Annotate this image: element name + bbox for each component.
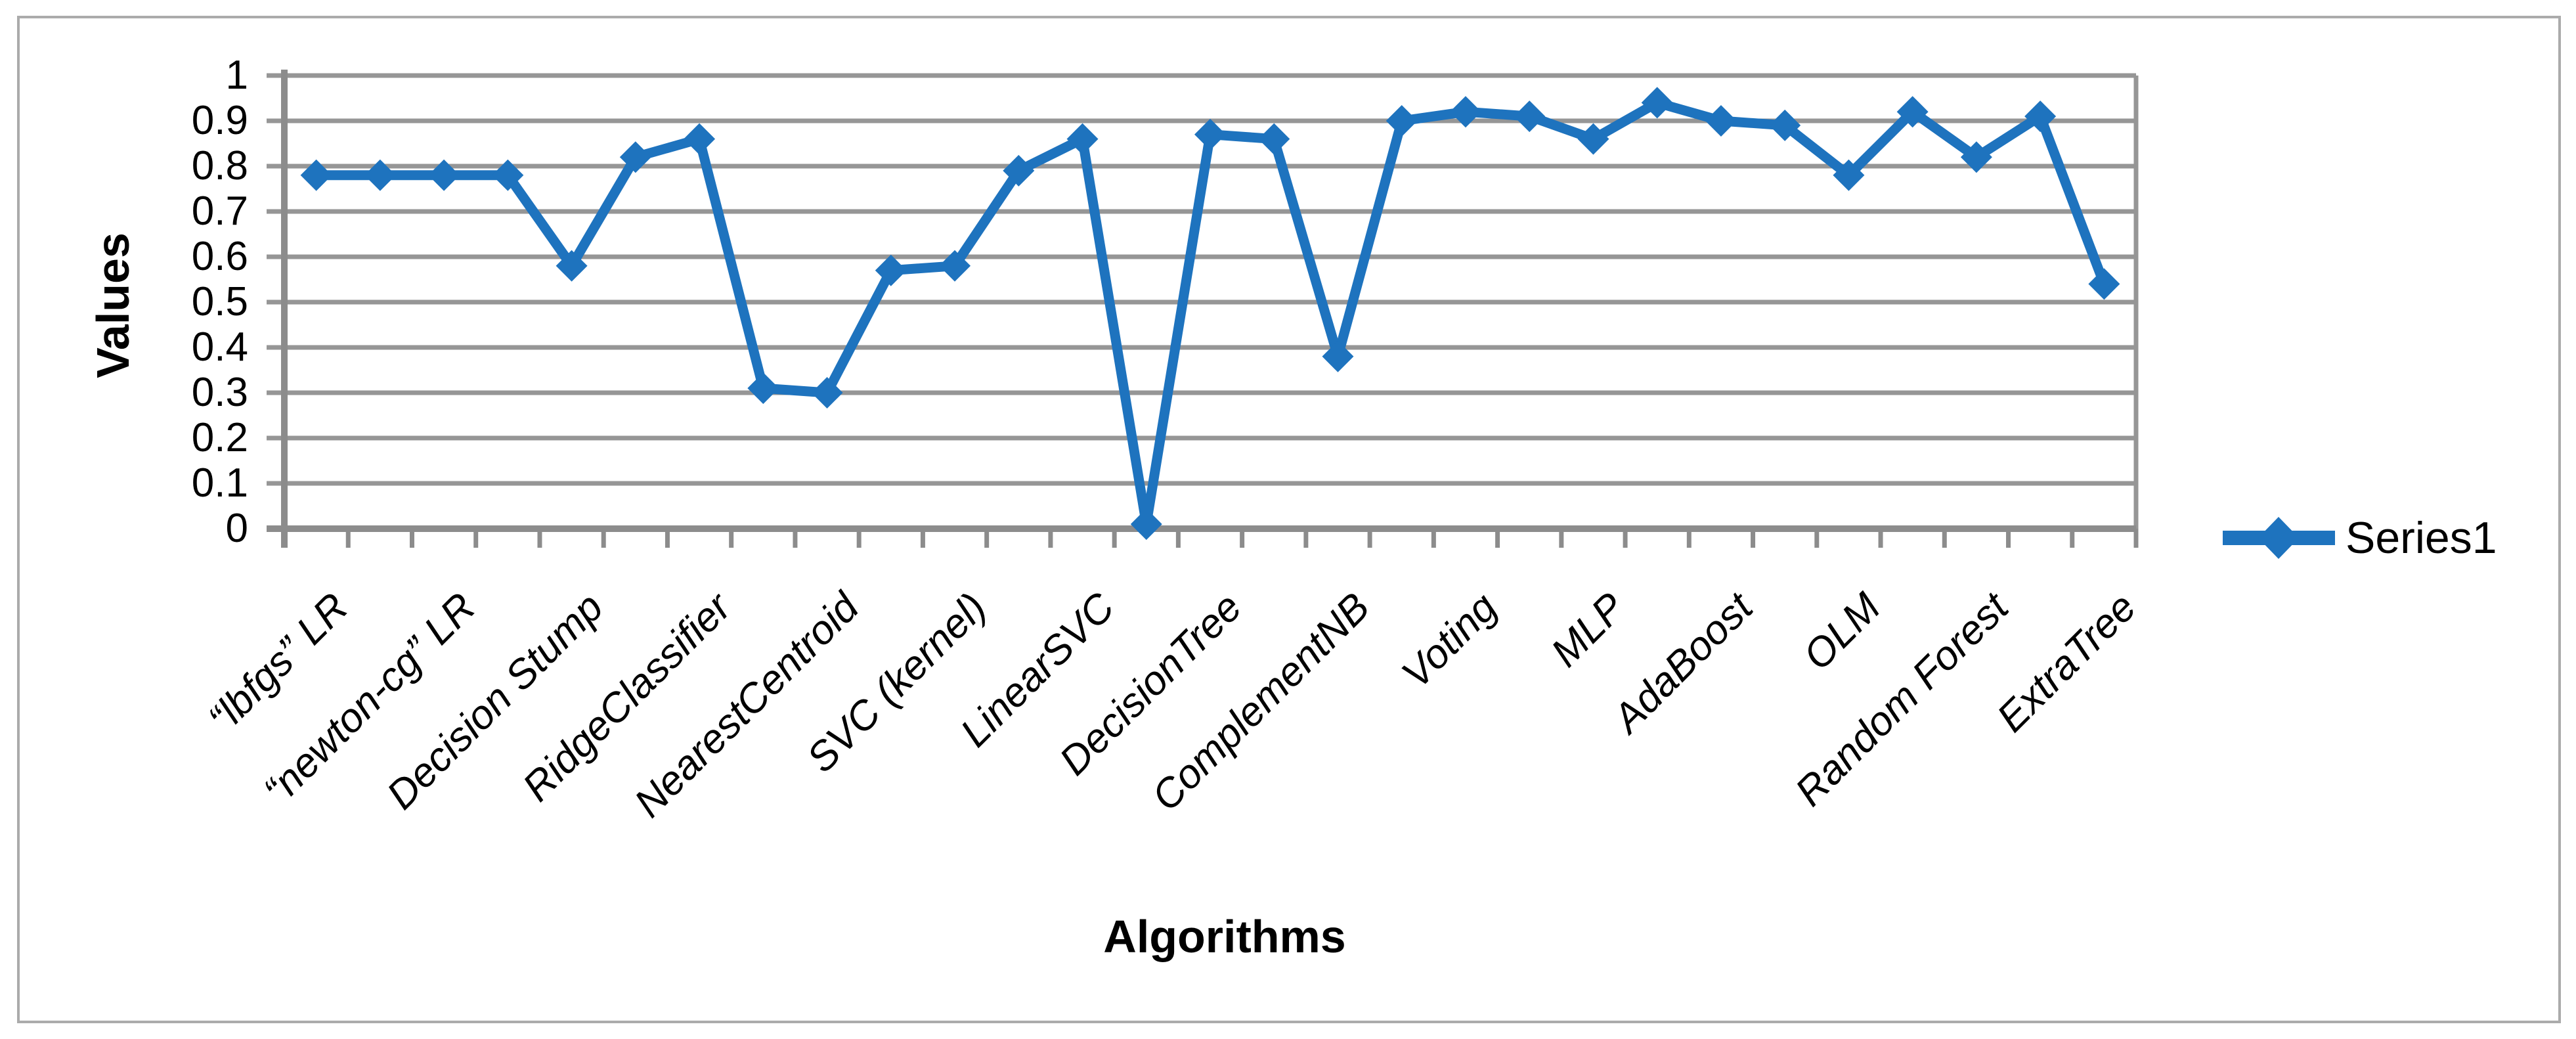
y-tick-label: 1 xyxy=(225,53,248,98)
data-point-marker xyxy=(1577,123,1609,155)
data-point-marker xyxy=(2024,100,2057,133)
y-tick-label: 0.1 xyxy=(191,460,248,506)
y-tick-label: 0.8 xyxy=(191,143,248,188)
y-tick-label: 0.6 xyxy=(191,234,248,279)
data-point-marker xyxy=(1896,96,1929,128)
y-tick-label: 0.5 xyxy=(191,279,248,324)
chart-outer-border xyxy=(17,16,2561,1023)
data-point-marker xyxy=(428,159,460,191)
data-point-marker xyxy=(300,159,332,191)
data-point-marker xyxy=(875,254,907,286)
data-point-marker xyxy=(1769,109,1801,141)
y-tick-label: 0.7 xyxy=(191,188,248,234)
legend: Series1 xyxy=(2221,510,2497,565)
y-tick-label: 0.9 xyxy=(191,98,248,143)
data-point-marker xyxy=(1449,96,1481,128)
y-tick-label: 0.4 xyxy=(191,324,248,370)
data-point-marker xyxy=(1322,340,1354,372)
y-axis-title: Values xyxy=(87,232,139,378)
data-point-marker xyxy=(1960,141,1992,173)
data-point-marker xyxy=(1130,508,1162,541)
legend-diamond-icon xyxy=(2258,517,2299,559)
data-point-marker xyxy=(747,372,779,405)
legend-line-marker-icon xyxy=(2223,517,2335,559)
data-point-marker xyxy=(1705,105,1737,137)
x-axis-title: Algorithms xyxy=(1103,911,1346,962)
data-point-marker xyxy=(1514,100,1546,133)
data-point-marker xyxy=(811,377,843,409)
data-point-marker xyxy=(1194,118,1226,150)
data-point-marker xyxy=(1386,105,1418,137)
data-point-marker xyxy=(364,159,396,191)
data-point-marker xyxy=(1641,87,1673,119)
data-point-marker xyxy=(684,123,716,155)
y-tick-label: 0 xyxy=(225,506,248,551)
data-point-marker xyxy=(1833,159,1865,191)
y-tick-label: 0.2 xyxy=(191,415,248,460)
y-tick-label: 0.3 xyxy=(191,370,248,415)
data-point-marker xyxy=(1258,123,1290,155)
data-point-marker xyxy=(492,159,524,191)
data-point-marker xyxy=(1003,154,1035,187)
data-point-marker xyxy=(619,141,651,173)
data-point-marker xyxy=(939,250,971,282)
data-point-marker xyxy=(556,250,588,282)
legend-series-label: Series1 xyxy=(2346,513,2497,563)
data-point-marker xyxy=(2088,268,2120,300)
data-point-marker xyxy=(1066,123,1099,155)
